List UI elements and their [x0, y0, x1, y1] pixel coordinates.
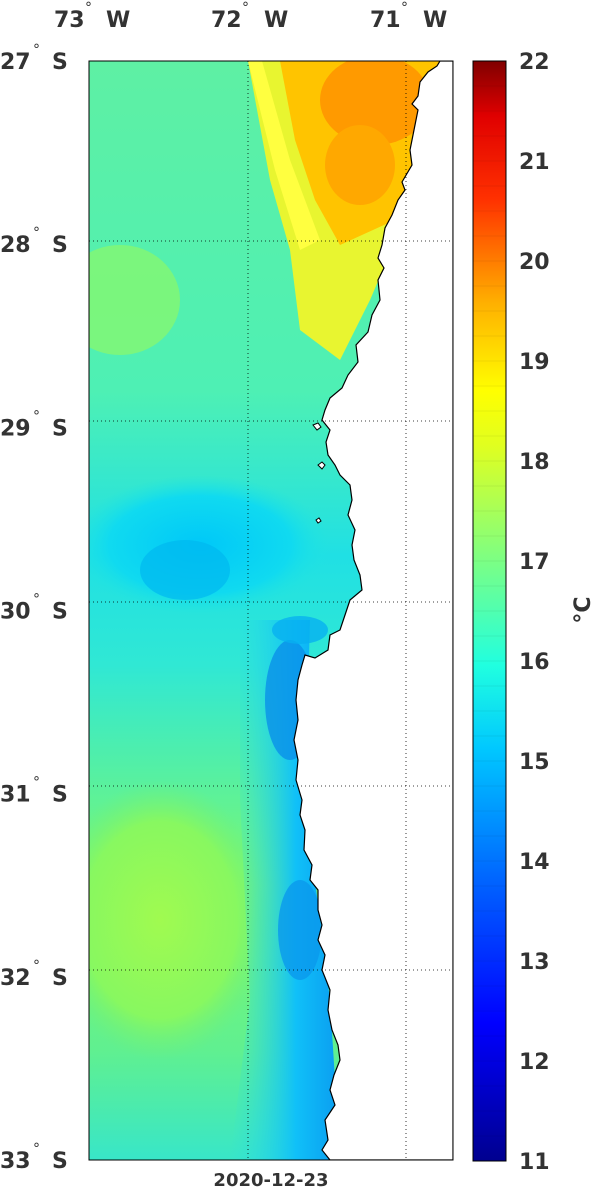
map-frame: [88, 60, 454, 1161]
lat-tick-31-hemi: S: [52, 783, 68, 808]
colorbar-ticks: 22 21 20 19 18 17 16 15 14 13 12 11: [519, 50, 550, 1175]
colorbar-tick-19: 19: [519, 350, 550, 375]
colorbar-tick-18: 18: [519, 450, 550, 475]
colorbar-bands: [473, 60, 506, 1162]
lat-tick-31-degree: °: [33, 775, 40, 791]
colorbar-tick-21: 21: [519, 150, 550, 175]
lat-tick-30-degree: °: [33, 592, 40, 608]
colorbar-tick-11: 11: [519, 1150, 550, 1175]
lon-tick-73: 73: [54, 8, 85, 33]
colorbar-tick-12: 12: [519, 1050, 550, 1075]
sst-north-offshore: [89, 245, 180, 355]
lat-tick-33-degree: °: [33, 1141, 40, 1157]
sst-upwelling-core-3: [272, 616, 328, 644]
sst-upwelling-band: [230, 620, 340, 1160]
graticule: [89, 61, 453, 1160]
colorbar: 22 21 20 19 18 17 16 15 14 13 12 11 °C: [472, 50, 593, 1175]
date-label: 2020-12-23: [213, 1170, 328, 1188]
lon-tick-73-degree: °: [85, 0, 92, 16]
colorbar-tick-15: 15: [519, 750, 550, 775]
lat-tick-33: 33: [0, 1149, 31, 1174]
sst-hot-spot-2: [325, 125, 395, 205]
colorbar-tick-20: 20: [519, 250, 550, 275]
sst-south-offshore: [89, 780, 270, 1060]
lat-tick-28-degree: °: [33, 225, 40, 241]
lat-tick-33-hemi: S: [52, 1149, 68, 1174]
lon-tick-71-degree: °: [401, 0, 408, 16]
lon-tick-71-hemi: W: [423, 8, 447, 33]
lat-tick-29-hemi: S: [52, 416, 68, 441]
sst-upwelling-core-2: [278, 880, 322, 980]
lat-tick-30-hemi: S: [52, 600, 68, 625]
colorbar-tick-13: 13: [519, 950, 550, 975]
island: [317, 461, 326, 470]
lon-tick-71: 71: [370, 8, 401, 33]
lon-tick-72: 72: [211, 8, 242, 33]
lat-tick-27-hemi: S: [52, 50, 68, 75]
lat-tick-31: 31: [0, 783, 31, 808]
colorbar-tick-17: 17: [519, 550, 550, 575]
colorbar-unit-label: °C: [571, 596, 593, 623]
lon-tick-72-degree: °: [242, 0, 249, 16]
lat-tick-27: 27: [0, 50, 31, 75]
lat-tick-32: 32: [0, 966, 31, 991]
land-mass: [293, 61, 453, 1160]
island: [315, 517, 322, 524]
lat-tick-29: 29: [0, 416, 31, 441]
sst-hot-spot: [320, 61, 430, 145]
lon-tick-72-hemi: W: [264, 8, 288, 33]
lat-tick-30: 30: [0, 600, 31, 625]
lon-tick-73-hemi: W: [106, 8, 130, 33]
lat-tick-32-hemi: S: [52, 966, 68, 991]
colorbar-tick-16: 16: [519, 650, 550, 675]
lat-tick-28-hemi: S: [52, 233, 68, 258]
lat-tick-27-degree: °: [33, 42, 40, 58]
lat-tick-28: 28: [0, 233, 31, 258]
sst-yellow-front: [248, 61, 320, 250]
colorbar-tick-14: 14: [519, 850, 550, 875]
colorbar-tick-22: 22: [519, 50, 550, 75]
map-panel: [89, 61, 453, 1160]
sst-cool-eddy-core: [140, 540, 230, 600]
lat-tick-32-degree: °: [33, 958, 40, 974]
lon-tick-labels: 73 ° W 72 ° W 71 ° W: [54, 0, 447, 33]
lat-tick-29-degree: °: [33, 408, 40, 424]
island: [312, 422, 322, 431]
lat-tick-labels: 27 ° S28 ° S29 ° S30 ° S31 ° S32 ° S33 ° S: [0, 42, 68, 1174]
colorbar-gradient: [472, 60, 507, 1162]
